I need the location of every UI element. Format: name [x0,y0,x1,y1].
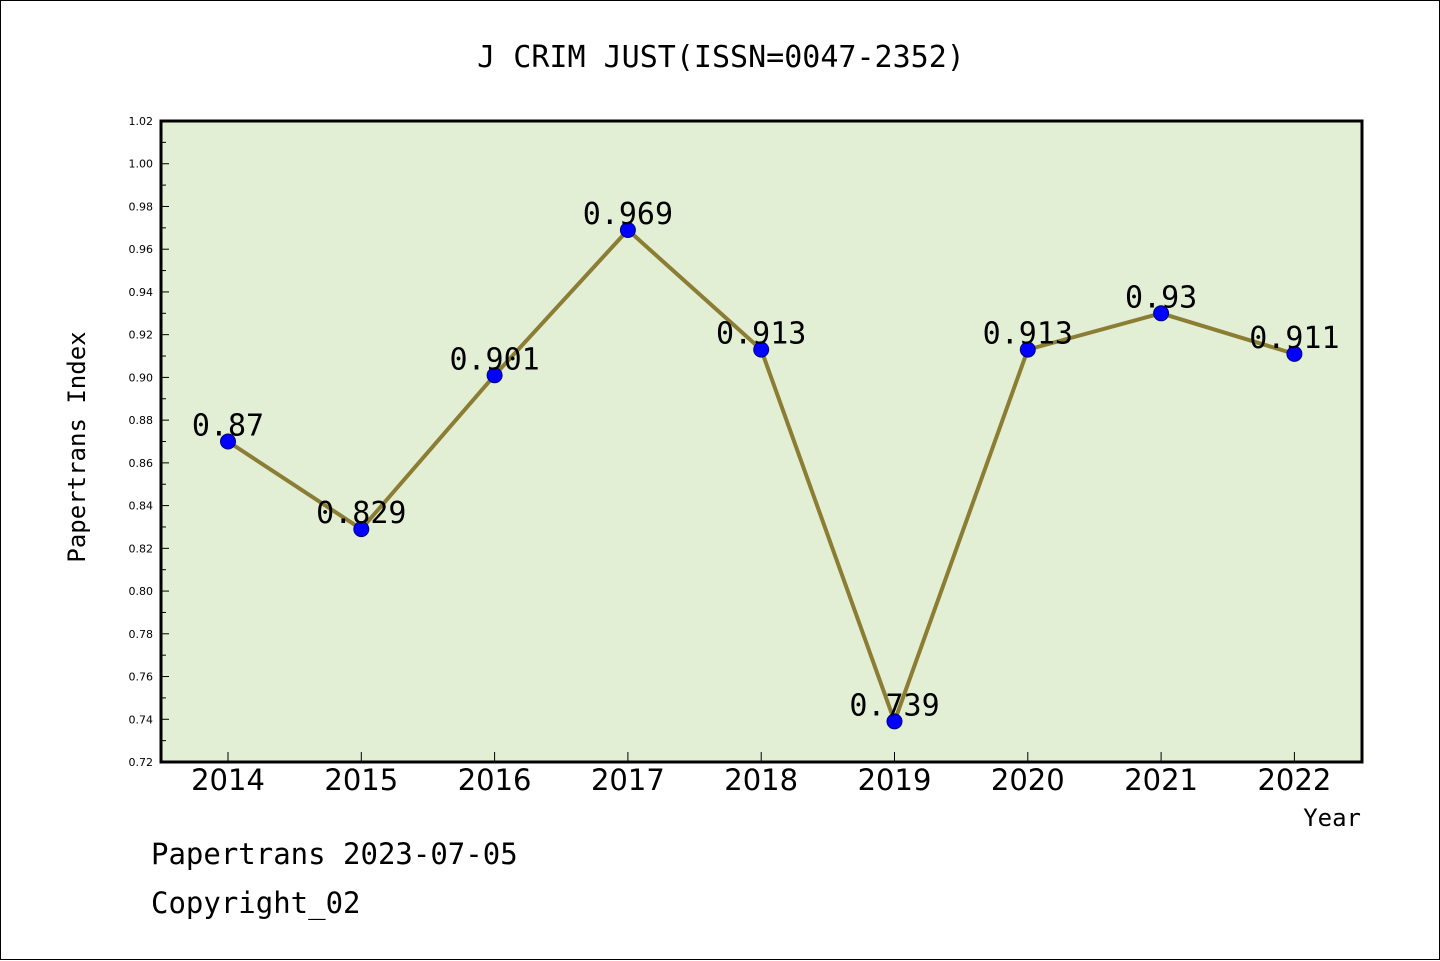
x-axis: 2014 2015 2016 2017 2018 2019 2020 2021 2022 [191,752,1331,797]
data-point-marker [886,713,903,730]
y-axis-label: Papertrans Index [63,331,91,562]
y-tick-label: 0.78 [129,628,154,641]
x-tick-label: 2015 [324,763,398,797]
footer-date: Papertrans 2023-07-05 [151,837,518,871]
y-tick-label: 0.92 [129,329,154,342]
y-tick-label: 0.90 [129,371,154,384]
footer-copyright: Copyright_02 [151,886,361,920]
y-tick-label: 0.94 [129,286,154,299]
y-tick-label: 0.74 [129,713,154,726]
data-label: 0.739 [849,688,939,723]
data-point-marker [486,367,503,384]
y-tick-label: 0.82 [129,542,154,555]
x-tick-label: 2021 [1124,763,1198,797]
x-tick-label: 2016 [458,763,532,797]
data-points [220,221,1303,730]
chart-title: J CRIM JUST(ISSN=0047-2352) [477,40,965,75]
data-label: 0.87 [192,409,264,444]
data-label: 0.901 [449,342,539,377]
plot-area [159,119,1364,764]
y-tick-label: 1.00 [129,158,154,171]
y-tick-label: 0.96 [129,243,154,256]
data-label: 0.911 [1249,321,1339,356]
x-tick-label: 2014 [191,763,265,797]
y-axis: 0.72 0.74 0.76 0.78 0.80 0.82 0.84 0.86 0.88 0.90… [129,115,169,769]
y-tick-label: 0.76 [129,671,154,684]
data-label: 0.93 [1125,280,1197,315]
data-point-marker [353,521,370,538]
data-label: 0.969 [583,197,673,232]
data-point-marker [1153,305,1170,322]
data-labels: 0.87 0.829 0.901 0.969 0.913 0.739 0.913 0.93 0.… [192,197,1340,723]
data-label: 0.913 [716,317,806,352]
x-tick-label: 2018 [724,763,798,797]
data-point-marker [220,433,236,450]
x-tick-label: 2020 [991,763,1065,797]
data-label: 0.913 [983,317,1073,352]
y-tick-label: 0.86 [129,457,154,470]
y-tick-label: 0.98 [129,200,154,213]
y-tick-label: 0.72 [129,756,154,769]
data-point-marker [753,341,770,358]
y-tick-label: 0.80 [129,585,154,598]
x-axis-label: Year [1303,804,1361,832]
y-tick-label: 1.02 [129,115,154,128]
data-label: 0.829 [316,496,406,531]
data-point-marker [619,221,636,238]
data-point-marker [1286,345,1303,362]
x-tick-label: 2022 [1257,763,1331,797]
x-tick-label: 2019 [858,763,932,797]
y-tick-label: 0.88 [129,414,154,427]
x-tick-label: 2017 [591,763,665,797]
data-point-marker [1019,341,1036,358]
y-tick-label: 0.84 [129,500,154,513]
